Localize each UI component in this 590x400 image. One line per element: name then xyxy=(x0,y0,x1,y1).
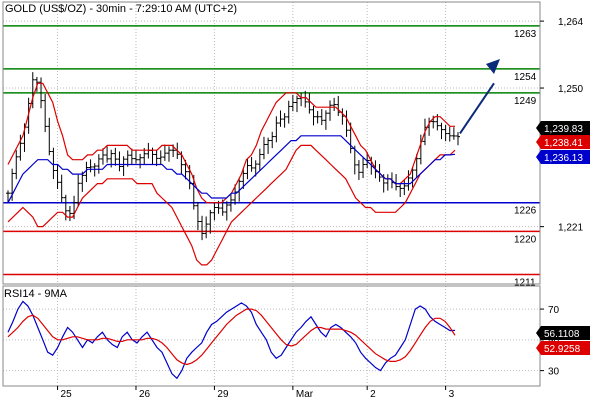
trend-arrow-shaft xyxy=(459,82,495,135)
price-tag-pointer xyxy=(536,150,541,164)
price-tag-bg xyxy=(541,150,590,164)
level-label: 1249 xyxy=(514,96,537,107)
rsi-y-tick-label: 30 xyxy=(548,367,560,378)
rsi-value-tag-bg xyxy=(541,326,590,340)
price-tags: 1,239.83 1,238.41 1,236.13 56.1108 52.9258 xyxy=(536,121,590,355)
rsi-y-tick-label: 70 xyxy=(548,305,560,316)
price-tag: 1,238.41 xyxy=(536,135,590,149)
rsi-value-tag-label: 52.9258 xyxy=(544,344,581,355)
main-grid xyxy=(3,2,540,284)
price-tag-pointer xyxy=(536,121,541,135)
trend-arrow xyxy=(459,59,500,135)
rsi-value-tag-pointer xyxy=(536,326,541,340)
price-tag: 1,236.13 xyxy=(536,150,590,164)
price-tag: 1,239.83 xyxy=(536,121,590,135)
price-tag-pointer xyxy=(536,135,541,149)
y-tick-label: 1,221 xyxy=(558,223,583,234)
price-tag-label: 1,236.13 xyxy=(544,153,583,164)
y-tick-label: 1,264 xyxy=(558,17,583,28)
x-tick-label: 2 xyxy=(370,389,376,400)
price-tag-label: 1,239.83 xyxy=(544,124,583,135)
rsi-value-tag-bg xyxy=(541,341,590,355)
chart-title: GOLD (US$/OZ) - 30min - 7:29:10 AM (UTC+… xyxy=(5,3,237,15)
x-tick-label: 3 xyxy=(449,389,455,400)
rsi-lines xyxy=(7,300,456,380)
indicator-line xyxy=(7,144,456,266)
x-tick-label: 29 xyxy=(217,389,229,400)
level-label: 1211 xyxy=(514,277,536,288)
x-tick-label: Mar xyxy=(296,389,314,400)
rsi-grid xyxy=(3,286,540,386)
level-lines: 1263 1254 1249 1226 1220 1211 xyxy=(3,25,540,288)
rsi-title: RSI14 - 9MA xyxy=(4,288,68,300)
trend-arrow-head xyxy=(486,59,500,74)
indicator-lines xyxy=(7,82,456,266)
x-tick-label: 26 xyxy=(139,389,151,400)
price-tag-bg xyxy=(541,135,590,149)
rsi-value-tag: 52.9258 xyxy=(536,341,590,355)
rsi-ma-line xyxy=(7,308,456,366)
x-tick-label: 25 xyxy=(61,389,73,400)
x-axis-ticks: 25 26 29 Mar 2 3 xyxy=(57,386,455,400)
level-label: 1226 xyxy=(514,206,537,217)
price-tag-label: 1,238.41 xyxy=(544,138,583,149)
rsi-value-tag-label: 56.1108 xyxy=(544,329,580,340)
level-label: 1220 xyxy=(514,234,537,245)
rsi-line xyxy=(7,300,456,380)
rsi-value-tag-pointer xyxy=(536,341,541,355)
indicator-line xyxy=(7,135,456,203)
y-tick-label: 1,250 xyxy=(558,84,583,95)
level-label: 1263 xyxy=(514,29,537,40)
main-panel-frame xyxy=(2,1,541,285)
level-label: 1254 xyxy=(514,72,537,83)
rsi-value-tag: 56.1108 xyxy=(536,326,590,340)
price-tag-bg xyxy=(541,121,590,135)
